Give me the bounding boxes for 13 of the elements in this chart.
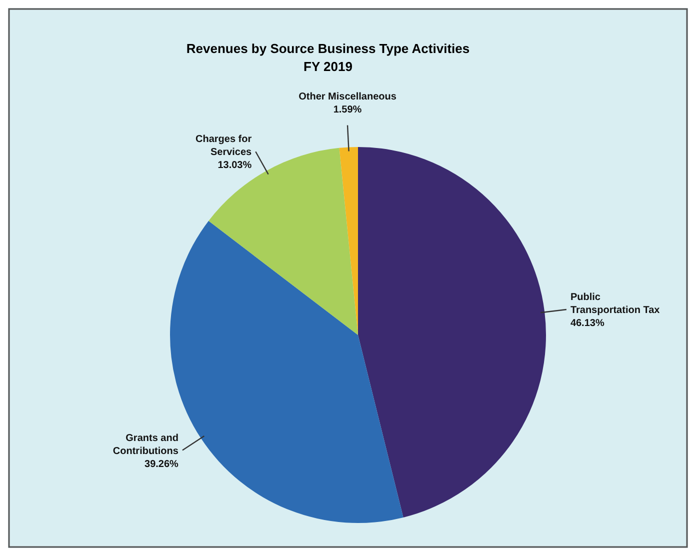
slice-label: Other Miscellaneous	[298, 91, 397, 102]
chart-title: Revenues by Source Business Type Activities	[186, 41, 470, 56]
chart-subtitle: FY 2019	[304, 59, 352, 74]
data-label: 46.13%	[570, 318, 604, 329]
pie-slice	[208, 148, 358, 335]
slice-label: Charges for Services	[196, 134, 252, 158]
slice-label: Grants and Contributions	[112, 432, 179, 457]
pie-slice	[358, 147, 546, 518]
data-label: 13.03%	[218, 160, 252, 172]
data-label: 39.26%	[144, 458, 179, 470]
slice-label: Public Transportation Tax	[570, 292, 660, 316]
data-label: 1.59%	[333, 104, 362, 116]
pie-slice	[339, 147, 358, 335]
